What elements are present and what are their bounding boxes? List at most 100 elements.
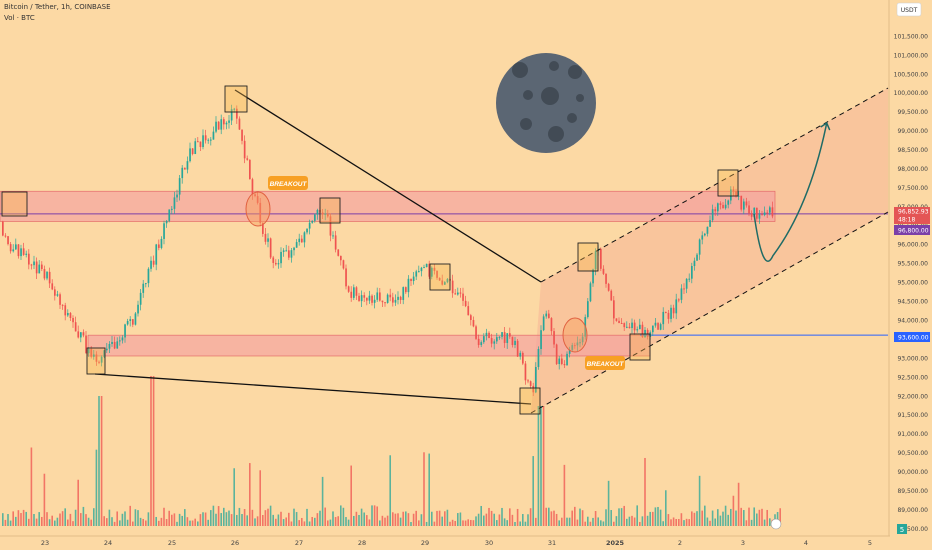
candle-body <box>106 348 108 351</box>
candle-body <box>256 196 259 203</box>
volume-bar <box>392 512 394 526</box>
volume-bar <box>485 513 488 526</box>
candle-body <box>7 236 9 245</box>
volume-bar <box>779 508 781 526</box>
candle-body <box>542 316 545 331</box>
volume-bar <box>691 511 693 526</box>
candle-body <box>537 349 540 368</box>
candle-body <box>475 326 477 339</box>
volume-bar <box>345 517 347 526</box>
volume-bar <box>295 512 298 526</box>
volume-bar <box>181 515 183 526</box>
volume-bar <box>763 519 766 526</box>
candle-body <box>303 232 306 243</box>
candle-body <box>251 179 254 195</box>
candle-body <box>121 337 124 341</box>
volume-bar <box>210 510 212 526</box>
volume-bar <box>163 507 165 526</box>
y-tick-label: 95,500.00 <box>897 261 928 268</box>
candle-body <box>17 244 20 257</box>
volume-bar <box>363 512 365 526</box>
volume-bar <box>589 521 592 526</box>
countdown-tag: 48:18 <box>898 217 915 224</box>
last-price-tag-bg <box>894 207 930 216</box>
volume-bar <box>64 508 66 526</box>
axis-bg <box>890 0 932 550</box>
volume-bar <box>246 515 248 526</box>
highlight-box <box>717 169 739 197</box>
candle-body <box>763 212 766 215</box>
candle-body <box>454 293 457 295</box>
volume-bar <box>412 513 415 526</box>
moon-crater <box>520 118 532 130</box>
candle-body <box>704 233 706 236</box>
moon-icon <box>496 53 596 153</box>
volume-bar <box>480 505 482 526</box>
candle-body <box>639 324 641 330</box>
volume-bar <box>727 514 729 526</box>
candle-body <box>137 304 139 314</box>
volume-bar <box>594 511 597 526</box>
volume-bar <box>438 510 441 526</box>
volume-bar <box>15 516 17 526</box>
candle-body <box>152 260 155 265</box>
volume-bar <box>111 517 113 526</box>
candle-body <box>142 283 145 293</box>
candle-body <box>158 244 160 248</box>
volume-bar <box>602 521 605 526</box>
candle-body <box>418 271 420 273</box>
candle-body <box>202 135 204 148</box>
moon-crater <box>568 65 582 79</box>
candle-body <box>766 212 769 214</box>
volume-bar <box>176 521 178 526</box>
candle-body <box>420 267 423 272</box>
candle-body <box>425 263 428 268</box>
volume-bar <box>275 518 277 526</box>
volume-bar <box>215 513 217 526</box>
candle-body <box>139 292 142 305</box>
volume-bar <box>327 520 329 526</box>
candle-body <box>132 319 134 325</box>
candle-body <box>345 268 347 287</box>
candle-body <box>737 195 740 197</box>
volume-bar <box>568 517 571 526</box>
volume-bar <box>636 505 638 526</box>
candle-body <box>163 223 165 239</box>
candle-body <box>124 324 126 338</box>
volume-bar <box>428 453 430 526</box>
volume-bar <box>30 447 33 526</box>
event-icon <box>770 518 782 530</box>
volume-bar <box>457 513 459 526</box>
candle-body <box>659 324 662 330</box>
candle-body <box>415 271 418 277</box>
candle-body <box>186 161 189 170</box>
volume-bar <box>236 514 238 526</box>
volume-bar <box>519 521 521 526</box>
candle-body <box>581 336 584 343</box>
volume-bar <box>72 521 74 526</box>
highlight-box <box>629 333 651 361</box>
volume-bar <box>197 521 199 526</box>
volume-bar <box>199 514 202 526</box>
volume-bar <box>145 520 147 526</box>
candle-body <box>678 299 680 301</box>
volume-bar <box>537 406 540 526</box>
candle-body <box>480 342 483 346</box>
candle-body <box>194 141 197 155</box>
volume-bar <box>56 517 59 526</box>
channel-upper <box>540 87 889 283</box>
volume-bar <box>553 510 555 526</box>
volume-bar <box>737 482 740 526</box>
candle-body <box>563 363 566 366</box>
volume-bar <box>262 514 264 526</box>
candle-body <box>337 249 340 256</box>
candle-body <box>389 294 392 298</box>
volume-bar <box>373 505 376 526</box>
volume-bar <box>9 520 12 526</box>
candle-body <box>636 329 639 331</box>
volume-bar <box>524 521 527 526</box>
candle-body <box>483 336 485 343</box>
volume-bar <box>618 508 620 526</box>
volume-bar <box>399 517 402 526</box>
